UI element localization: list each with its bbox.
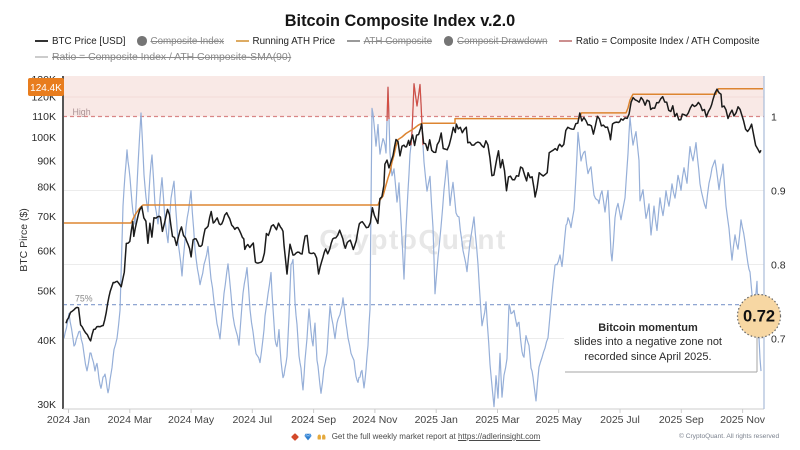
svg-text:2024 May: 2024 May	[168, 414, 215, 426]
svg-text:2025 May: 2025 May	[536, 414, 583, 426]
svg-text:2025 Jul: 2025 Jul	[600, 414, 640, 426]
svg-text:2025 Jan: 2025 Jan	[415, 414, 458, 426]
svg-text:2025 Sep: 2025 Sep	[659, 414, 704, 426]
svg-text:124.4K: 124.4K	[30, 83, 62, 94]
svg-text:2024 Nov: 2024 Nov	[352, 414, 398, 426]
svg-text:1: 1	[771, 111, 777, 123]
svg-text:0.7: 0.7	[771, 333, 786, 345]
svg-text:60K: 60K	[37, 245, 56, 257]
svg-text:High: High	[73, 107, 91, 117]
svg-text:2024 Jul: 2024 Jul	[232, 414, 272, 426]
svg-text:70K: 70K	[37, 211, 56, 223]
svg-text:80K: 80K	[37, 182, 56, 194]
svg-text:2025 Mar: 2025 Mar	[475, 414, 520, 426]
svg-text:2024 Mar: 2024 Mar	[108, 414, 153, 426]
svg-text:110K: 110K	[32, 111, 56, 123]
svg-text:75%: 75%	[75, 294, 93, 304]
svg-text:30K: 30K	[37, 399, 56, 411]
svg-text:0.72: 0.72	[743, 308, 775, 326]
svg-text:50K: 50K	[37, 286, 56, 298]
svg-text:90K: 90K	[37, 156, 56, 168]
svg-text:BTC Pirce ($): BTC Pirce ($)	[18, 208, 30, 272]
svg-text:CryptoQuant: CryptoQuant	[319, 224, 507, 255]
svg-text:2024 Sep: 2024 Sep	[291, 414, 336, 426]
svg-text:2024 Jan: 2024 Jan	[47, 414, 90, 426]
svg-text:0.8: 0.8	[771, 259, 786, 271]
svg-text:2025 Nov: 2025 Nov	[720, 414, 766, 426]
svg-text:100K: 100K	[31, 132, 56, 144]
svg-text:40K: 40K	[37, 335, 56, 347]
svg-text:0.9: 0.9	[771, 185, 786, 197]
